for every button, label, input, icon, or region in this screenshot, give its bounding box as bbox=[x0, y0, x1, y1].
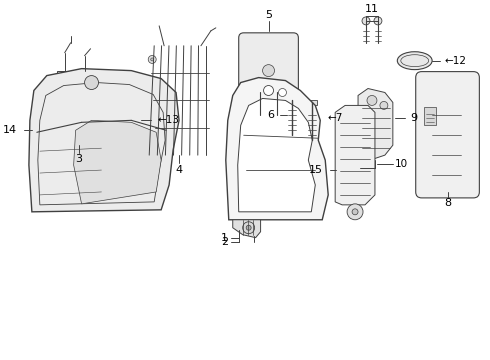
Circle shape bbox=[87, 94, 106, 113]
Text: 6: 6 bbox=[268, 111, 274, 120]
Text: ←13: ←13 bbox=[157, 115, 179, 125]
Circle shape bbox=[151, 85, 154, 88]
Polygon shape bbox=[335, 105, 375, 205]
Circle shape bbox=[380, 102, 388, 109]
Circle shape bbox=[278, 89, 287, 96]
Ellipse shape bbox=[60, 81, 68, 86]
Text: 8: 8 bbox=[444, 198, 451, 208]
Text: 9: 9 bbox=[410, 113, 417, 123]
Circle shape bbox=[263, 65, 274, 77]
Bar bbox=[288, 98, 297, 103]
Circle shape bbox=[356, 161, 370, 175]
Circle shape bbox=[90, 114, 99, 124]
Circle shape bbox=[352, 209, 358, 215]
Bar bbox=[104, 85, 110, 94]
Bar bbox=[307, 100, 317, 105]
Circle shape bbox=[90, 86, 99, 96]
Polygon shape bbox=[233, 220, 261, 238]
Ellipse shape bbox=[60, 117, 68, 122]
Circle shape bbox=[148, 110, 156, 118]
Circle shape bbox=[93, 90, 97, 94]
Circle shape bbox=[90, 128, 99, 138]
Circle shape bbox=[93, 117, 97, 121]
Circle shape bbox=[148, 138, 156, 145]
Polygon shape bbox=[358, 89, 393, 160]
Bar bbox=[104, 120, 110, 130]
Ellipse shape bbox=[397, 52, 432, 69]
Ellipse shape bbox=[60, 135, 68, 140]
Polygon shape bbox=[74, 120, 161, 204]
Circle shape bbox=[347, 204, 363, 220]
Circle shape bbox=[243, 222, 255, 234]
Circle shape bbox=[93, 131, 97, 135]
Text: 3: 3 bbox=[75, 154, 82, 164]
Circle shape bbox=[342, 154, 358, 170]
Circle shape bbox=[360, 165, 366, 171]
Circle shape bbox=[85, 76, 98, 90]
Polygon shape bbox=[29, 69, 179, 212]
Ellipse shape bbox=[60, 90, 68, 95]
Circle shape bbox=[148, 83, 156, 91]
Circle shape bbox=[347, 159, 353, 165]
Text: 1: 1 bbox=[221, 233, 228, 243]
Polygon shape bbox=[226, 77, 328, 220]
Circle shape bbox=[90, 100, 99, 111]
Polygon shape bbox=[57, 71, 114, 145]
FancyBboxPatch shape bbox=[239, 33, 298, 98]
Circle shape bbox=[151, 140, 154, 143]
Text: 2: 2 bbox=[220, 237, 228, 247]
Circle shape bbox=[367, 95, 377, 105]
Bar bbox=[104, 103, 110, 112]
Polygon shape bbox=[238, 98, 315, 212]
Text: 11: 11 bbox=[365, 4, 379, 14]
Circle shape bbox=[93, 103, 97, 107]
Text: 10: 10 bbox=[395, 159, 408, 169]
Circle shape bbox=[374, 17, 382, 25]
Text: ←7: ←7 bbox=[327, 113, 343, 123]
Circle shape bbox=[362, 17, 370, 25]
Text: 15: 15 bbox=[309, 165, 323, 175]
Circle shape bbox=[93, 99, 100, 107]
Bar bbox=[424, 107, 436, 125]
Ellipse shape bbox=[60, 108, 68, 113]
Text: 5: 5 bbox=[265, 10, 272, 20]
FancyBboxPatch shape bbox=[416, 72, 479, 198]
Circle shape bbox=[246, 225, 251, 230]
Ellipse shape bbox=[60, 126, 68, 131]
Text: 4: 4 bbox=[175, 165, 183, 175]
Circle shape bbox=[148, 55, 156, 63]
Circle shape bbox=[151, 113, 154, 116]
Ellipse shape bbox=[60, 99, 68, 104]
Text: ←12: ←12 bbox=[444, 56, 466, 66]
Circle shape bbox=[264, 86, 273, 95]
Circle shape bbox=[151, 58, 154, 61]
Text: 14: 14 bbox=[3, 125, 17, 135]
